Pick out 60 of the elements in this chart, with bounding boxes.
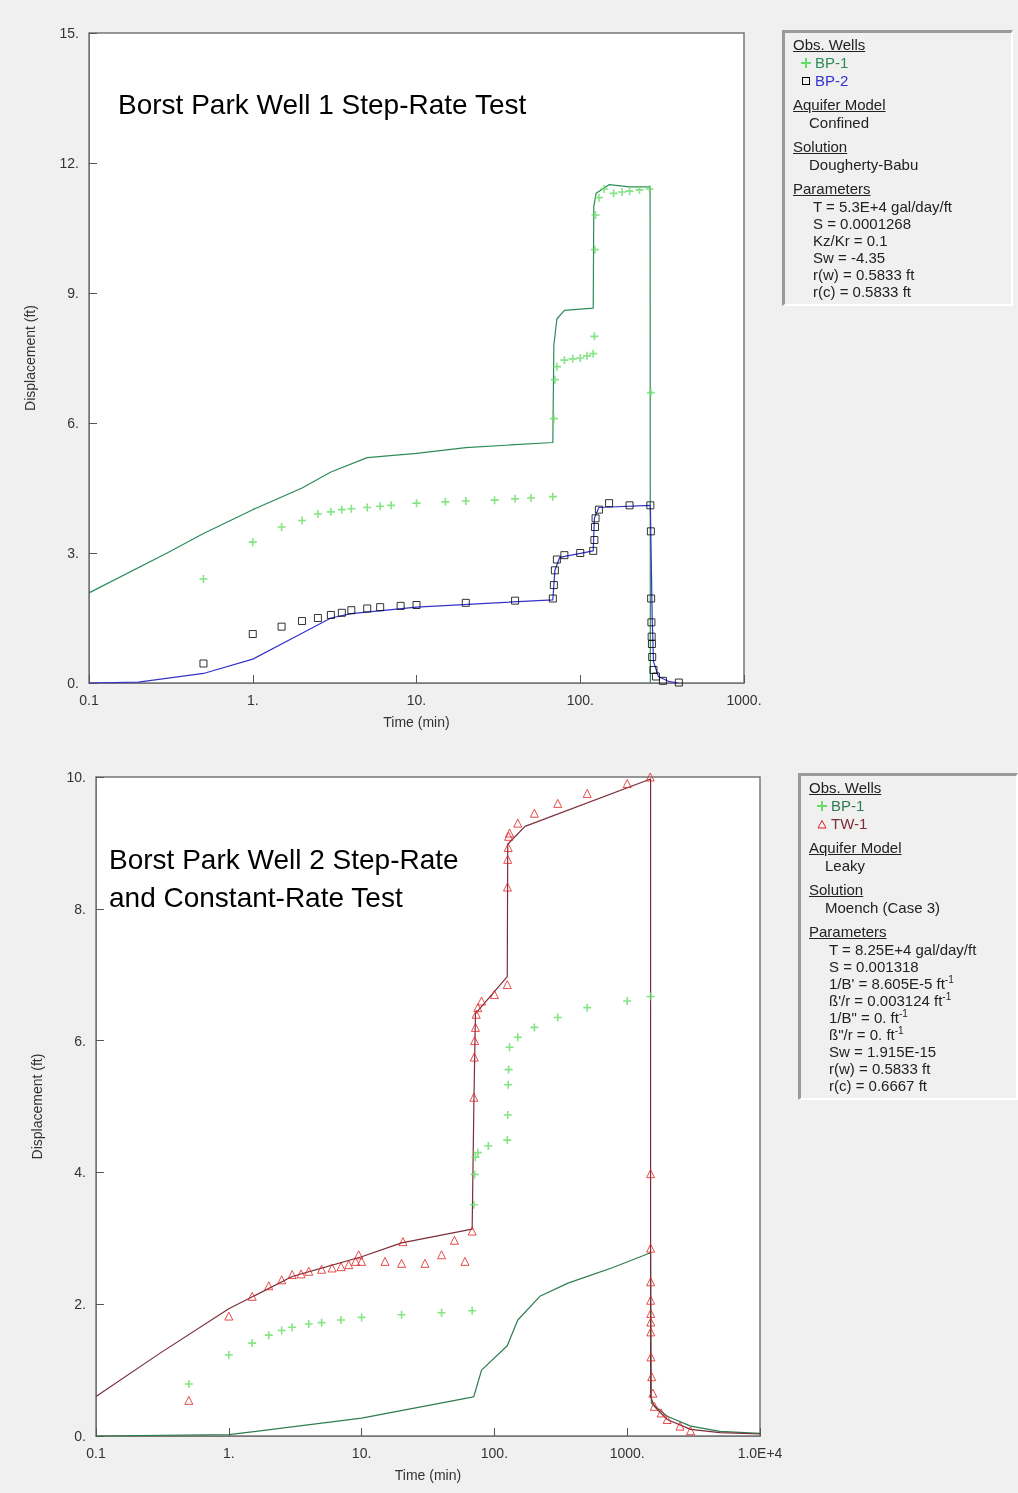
legend-label: BP-1 [815,54,849,72]
x-axis-title: Time (min) [383,714,450,730]
text: Borst Park Well 1 Step-Rate Test [118,88,527,120]
y-tick-label: 2. [74,1296,86,1313]
text: ß"/r = 0. ft$^{-1}$ [828,1025,905,1043]
x-tick-label: 100. [480,1445,509,1461]
text: Confined [808,114,871,132]
legend-label: TW-1 [831,815,868,833]
y-axis-title: Displacement (ft) [22,305,38,411]
legend-label: BP-2 [815,72,849,90]
x-tick-label: 10. [351,1445,372,1461]
text: Leaky [824,857,867,875]
text: Parameters [793,180,872,198]
y-tick-label: 12. [59,155,79,171]
y-axis-title: Displacement (ft) [29,1053,45,1160]
y-tick-label: 6. [74,1032,86,1049]
text: Borst Park Well 2 Step-Rate and Constant-Rate Test [109,843,467,913]
y-tick-label: 15. [59,25,79,41]
x-tick-label: 100. [566,692,594,708]
text: T = 5.3E+4 gal/day/ft [812,198,953,215]
text: Aquifer Model [809,839,903,857]
x-tick-label: 0.1 [79,692,99,708]
text: ß'/r = 0.003124 ft$^{-1}$ [828,991,953,1009]
x-tick-label: 0.1 [86,1445,106,1461]
text: S = 0.0001268 [812,215,912,232]
text: Aquifer Model [793,96,887,114]
x-axis-title: Time (min) [394,1467,462,1483]
y-tick-label: 10. [66,769,86,785]
text: Dougherty-Babu [808,156,920,174]
legend-title: Obs. Wells [793,36,867,54]
text: Sw = -4.35 [812,249,887,266]
x-tick-label: 10. [406,692,427,708]
text: r(c) = 0.6667 ft [828,1077,928,1094]
text: 1/B" = 0. ft$^{-1}$ [828,1008,909,1026]
text: r(c) = 0.5833 ft [812,283,912,300]
text: 1/B' = 8.605E-5 ft$^{-1}$ [828,974,955,992]
x-tick-label: 1. [246,692,259,708]
x-tick-label: 1.0E+4 [737,1445,783,1461]
legend-label: BP-1 [831,797,865,815]
y-tick-label: 6. [67,415,79,431]
text: Moench (Case 3) [824,899,942,917]
text: Solution [793,138,849,156]
text: r(w) = 0.5833 ft [812,266,916,283]
x-tick-label: 1000. [609,1445,645,1461]
y-tick-label: 0. [74,1428,86,1444]
y-tick-label: 8. [74,900,86,917]
y-tick-label: 3. [67,545,79,561]
text: S = 0.001318 [828,958,920,975]
text: Parameters [809,923,888,941]
y-tick-label: 0. [67,675,79,691]
text: Solution [809,881,865,899]
y-tick-label: 4. [74,1164,86,1181]
text: T = 8.25E+4 gal/day/ft [828,941,978,958]
text: r(w) = 0.5833 ft [828,1060,932,1077]
x-tick-label: 1000. [726,692,762,708]
text: Kz/Kr = 0.1 [812,232,889,249]
text: Sw = 1.915E-15 [828,1043,938,1060]
legend-title: Obs. Wells [809,779,883,797]
y-tick-label: 9. [67,285,79,301]
x-tick-label: 1. [222,1445,235,1461]
